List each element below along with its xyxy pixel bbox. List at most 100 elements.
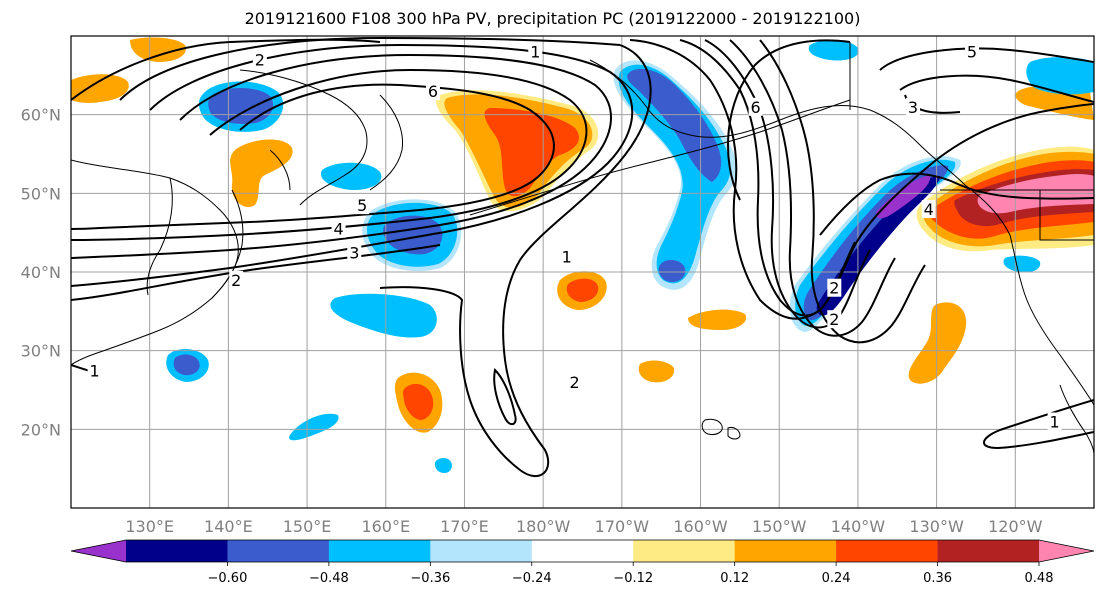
precip-anomaly-west-coast-positive [908,302,967,384]
colorbar: −0.60 −0.48 −0.36 −0.24 −0.12 0.12 0.24 0.36 0.4… [70,539,1095,586]
precip-anomaly-mid-neg [330,293,437,338]
pv-contour-label-text: 2 [829,279,839,298]
colorbar-swatch [126,540,228,562]
colorbar-tick-label: −0.36 [410,571,450,586]
pv-contour-label-text: 2 [255,51,265,70]
lon-tick-label: 120°W [988,517,1043,536]
colorbar-extend-high [1039,540,1094,562]
coast-hawaii [701,418,741,440]
pv-contour-label-bg [827,278,842,297]
lon-tick-label: 160°E [361,517,410,536]
pv-contour-label-bg [965,42,980,61]
pv-contours [71,36,1094,477]
precip-anomaly-bering-neg-south [658,259,686,282]
precip-anomaly-kuril-neg-blue [383,215,443,255]
lat-tick-labels: 20°N 30°N 40°N 50°N 60°N [21,106,61,440]
pv-contour-1-east [983,399,1094,450]
pv-contour-label-text: 2 [570,373,580,392]
pv-contour-label: 1 [559,247,574,266]
lat-tick-label: 40°N [21,263,61,282]
coast-baja [1059,384,1094,456]
colorbar-tick-label: 0.36 [923,571,952,586]
colorbar-tick-label: −0.48 [309,571,349,586]
precip-anomaly-arctic-neg [808,40,859,61]
precip-anomaly-sw-positive [638,360,675,383]
colorbar-swatch [937,540,1040,562]
pv-contour-4 [71,53,612,259]
pv-contour-label-bg [1047,412,1062,431]
lat-tick-label: 30°N [21,342,61,361]
pv-contour-label: 4 [921,200,936,219]
pv-ridge-ne-5 [879,47,1094,71]
colorbar-tick-label: −0.60 [208,571,248,586]
colorbar-swatch [531,540,634,562]
pv-contour-label-bg [252,50,267,69]
coast-kamchatka [369,94,404,191]
pv-contour-label-bg [347,243,362,262]
colorbar-swatch [633,540,736,562]
pv-contour-label-text: 2 [829,310,839,329]
lon-tick-label: 130°E [125,517,174,536]
precip-anomaly-sakhalin-neg [320,162,382,190]
colorbar-swatch [734,540,837,562]
precip-anomaly-south-neg [289,413,339,441]
colorbar-swatch [430,540,533,562]
pv-contour-label-text: 1 [562,247,572,266]
pv-trough-5 [759,39,926,344]
lat-tick-label: 60°N [21,106,61,125]
pv-contour-label: 1 [1047,412,1062,431]
precip-anomaly-small-neg [434,458,452,474]
precip-anomaly-ne-neg [1026,57,1094,95]
pv-contour-label: 2 [827,278,842,298]
pv-contour-5 [71,68,588,241]
map-title: 2019121600 F108 300 hPa PV, precipitatio… [244,9,861,28]
pv-contour-label-bg [355,196,370,215]
lon-tick-label: 170°E [440,517,489,536]
lon-tick-label: 130°W [909,517,964,536]
precip-anomaly-nw-positive [71,74,129,103]
precip-anomaly-neg-band-navy [816,175,940,316]
pv-contour-label: 6 [748,97,763,117]
pv-contour-label-bg [528,42,543,61]
pv-contour-label-text: 4 [924,200,934,219]
pv-contour-label: 6 [425,82,440,101]
colorbar-tick-label: 0.48 [1025,571,1054,586]
pv-contour-label-bg [331,219,346,238]
pv-contour-label: 4 [331,219,346,239]
pv-contour-label-bg [425,82,440,101]
colorbar-tick-label: 0.12 [720,571,749,586]
coastlines [71,42,1094,456]
pv-contour-label-text: 3 [349,243,359,262]
lon-tick-label: 150°E [283,517,332,536]
lon-tick-label: 180°W [516,517,571,536]
pv-trough-4 [729,39,896,337]
border-canada-us [849,42,1094,241]
coast-na-west [1009,234,1094,406]
precip-anomaly-hawaii-positive [688,309,747,330]
pv-contour-label: 2 [567,373,582,392]
pv-contour-label: 2 [252,50,267,70]
lat-tick-label: 50°N [21,184,61,203]
pv-contour-label-text: 5 [357,196,367,215]
pv-trough-2 [679,39,856,317]
precip-anomaly-central-positive-core [566,278,599,302]
precip-anomaly-south-positive-core [403,383,434,420]
colorbar-outline [70,539,1095,563]
pv-contour-6 [71,83,555,230]
coast-aleutians [469,99,851,216]
pv-contour-2 [71,36,621,301]
pv-contour-label-text: 5 [967,43,977,62]
coast-korea [146,177,173,296]
coast-okhotsk [239,69,368,206]
lon-tick-label: 140°E [204,517,253,536]
precip-anomaly-neg-band-purple [875,175,931,219]
map-frame [70,35,1095,509]
colorbar-swatch [227,540,330,562]
pv-contour-label-bg [921,200,936,219]
pv-contour-label: 1 [87,361,102,380]
pv-contour-label: 3 [347,243,362,262]
coast-japan [211,149,291,299]
colorbar-tick-label: 0.24 [822,571,851,586]
